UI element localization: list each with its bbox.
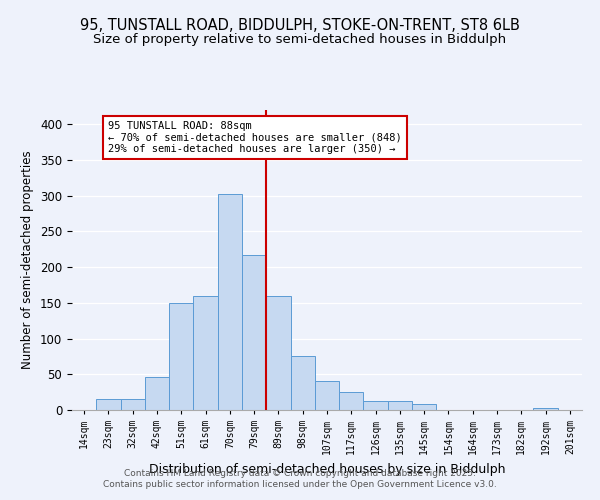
X-axis label: Distribution of semi-detached houses by size in Biddulph: Distribution of semi-detached houses by … <box>149 462 505 475</box>
Bar <box>169 303 193 410</box>
Bar <box>242 255 266 410</box>
Bar <box>339 392 364 410</box>
Bar <box>388 402 412 410</box>
Bar <box>96 398 121 410</box>
Bar <box>218 194 242 410</box>
Text: Size of property relative to semi-detached houses in Biddulph: Size of property relative to semi-detach… <box>94 32 506 46</box>
Bar <box>193 296 218 410</box>
Text: Contains public sector information licensed under the Open Government Licence v3: Contains public sector information licen… <box>103 480 497 489</box>
Bar <box>412 404 436 410</box>
Bar <box>145 377 169 410</box>
Bar <box>315 382 339 410</box>
Y-axis label: Number of semi-detached properties: Number of semi-detached properties <box>22 150 34 370</box>
Text: Contains HM Land Registry data © Crown copyright and database right 2025.: Contains HM Land Registry data © Crown c… <box>124 468 476 477</box>
Bar <box>266 296 290 410</box>
Bar <box>290 356 315 410</box>
Text: 95, TUNSTALL ROAD, BIDDULPH, STOKE-ON-TRENT, ST8 6LB: 95, TUNSTALL ROAD, BIDDULPH, STOKE-ON-TR… <box>80 18 520 32</box>
Bar <box>364 400 388 410</box>
Bar <box>121 398 145 410</box>
Text: 95 TUNSTALL ROAD: 88sqm
← 70% of semi-detached houses are smaller (848)
29% of s: 95 TUNSTALL ROAD: 88sqm ← 70% of semi-de… <box>109 120 402 154</box>
Bar <box>533 408 558 410</box>
